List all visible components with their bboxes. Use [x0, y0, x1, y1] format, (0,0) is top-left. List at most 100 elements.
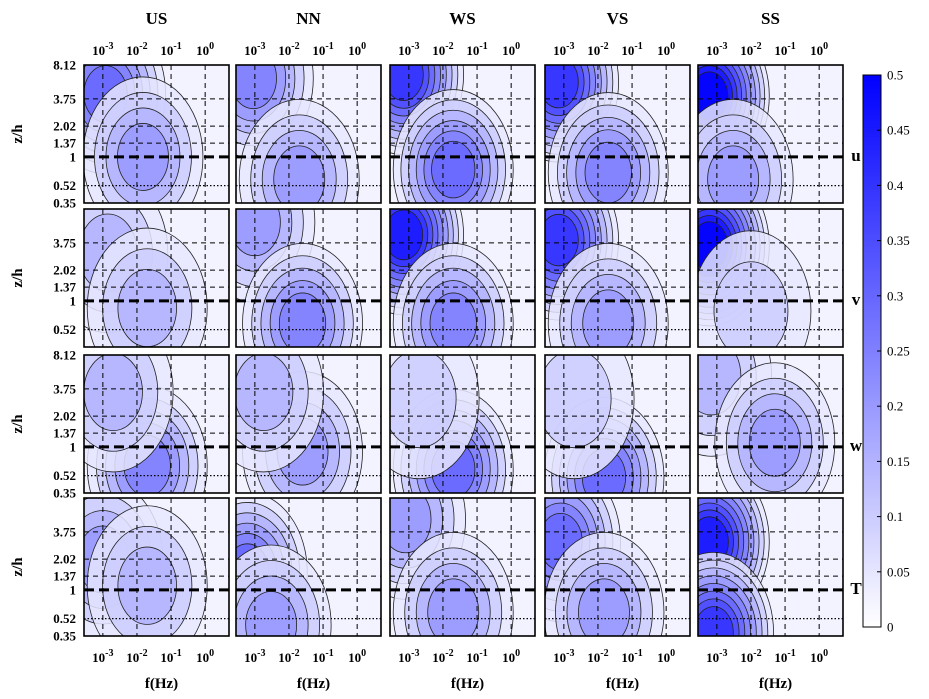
- row-label-w: w: [850, 436, 863, 455]
- colorbar-tick-label: 0.35: [887, 233, 910, 248]
- x-tick-label-bottom: 10-1: [160, 648, 181, 665]
- y-axis-label: z/h: [10, 268, 26, 288]
- x-tick-label-top: 100: [502, 41, 520, 58]
- row-label-v: v: [852, 290, 861, 309]
- colorbar-tick-label: 0.1: [887, 509, 903, 524]
- x-tick-label-bottom: 10-2: [740, 648, 761, 665]
- contour-level: [545, 65, 579, 109]
- contour-level: [545, 355, 612, 449]
- x-tick-label-bottom: 10-3: [398, 648, 419, 665]
- colorbar-tick-label: 0.25: [887, 344, 910, 359]
- x-tick-label-bottom: 10-1: [774, 648, 795, 665]
- y-tick-label: 1.37: [53, 280, 76, 295]
- y-tick-label: 3.75: [53, 381, 76, 396]
- x-axis-label: f(Hz): [759, 676, 792, 692]
- column-title-US: US: [146, 9, 168, 28]
- panel-frame: [544, 354, 691, 494]
- y-tick-label: 3.75: [53, 91, 76, 106]
- x-tick-label-top: 10-2: [278, 41, 299, 58]
- column-title-WS: WS: [449, 9, 475, 28]
- y-tick-label: 3.75: [53, 524, 76, 539]
- x-tick-label-top: 100: [657, 41, 675, 58]
- panel-frame: [697, 64, 844, 204]
- colorbar-tick-label: 0.2: [887, 399, 903, 414]
- colorbar-tick-label: 0.05: [887, 564, 910, 579]
- y-tick-label: 1: [70, 439, 77, 454]
- y-tick-label: 2.02: [53, 119, 76, 134]
- contour-level: [582, 289, 635, 347]
- panel-VS-u: [545, 65, 690, 203]
- y-tick-label: 1.37: [53, 426, 76, 441]
- panel-frame: [83, 497, 230, 637]
- y-tick-label: 2.02: [53, 552, 76, 567]
- colorbar-tick-label: 0.3: [887, 288, 903, 303]
- x-tick-label-bottom: 10-3: [553, 648, 574, 665]
- panel-frame: [235, 497, 382, 637]
- contour-level: [390, 209, 424, 261]
- contour-level: [117, 269, 177, 347]
- y-tick-label: 1: [70, 293, 77, 308]
- x-tick-label-top: 10-1: [466, 41, 487, 58]
- panel-frame: [389, 208, 536, 348]
- x-tick-label-bottom: 10-1: [466, 648, 487, 665]
- contour-level: [245, 591, 298, 636]
- contour-level: [748, 408, 801, 477]
- x-tick-label-bottom: 10-2: [278, 648, 299, 665]
- y-tick-label: 2.02: [53, 409, 76, 424]
- panel-WS-T: [390, 498, 535, 636]
- x-tick-label-bottom: 10-3: [244, 648, 265, 665]
- x-tick-label-top: 10-3: [92, 41, 113, 58]
- panel-WS-v: [390, 209, 535, 347]
- panel-frame: [83, 208, 230, 348]
- contour-level: [117, 546, 177, 625]
- panel-frame: [544, 497, 691, 637]
- x-axis-label: f(Hz): [451, 676, 484, 692]
- panel-frame: [697, 208, 844, 348]
- panel-NN-v: [236, 209, 381, 347]
- x-tick-label-top: 100: [348, 41, 366, 58]
- x-tick-label-bottom: 10-3: [92, 648, 113, 665]
- y-tick-label: 1.37: [53, 136, 76, 151]
- colorbar-tick-label: 0.45: [887, 123, 910, 138]
- x-tick-label-top: 10-3: [244, 41, 265, 58]
- x-tick-label-bottom: 10-2: [126, 648, 147, 665]
- contour-level: [584, 141, 632, 203]
- contour-level: [431, 140, 476, 199]
- panel-US-T: [84, 498, 229, 636]
- contour-level: [713, 261, 789, 347]
- column-title-SS: SS: [761, 9, 780, 28]
- x-axis-label: f(Hz): [297, 676, 330, 692]
- panel-frame: [83, 64, 230, 204]
- panel-frame: [235, 64, 382, 204]
- y-tick-label: 3.75: [53, 235, 76, 250]
- y-tick-label: 0.35: [53, 629, 76, 644]
- contour-level: [707, 145, 760, 203]
- x-tick-label-bottom: 100: [196, 648, 214, 665]
- x-tick-label-top: 10-1: [774, 41, 795, 58]
- contour-level: [236, 355, 294, 431]
- x-tick-label-bottom: 100: [502, 648, 520, 665]
- panel-US-u: [84, 65, 229, 203]
- x-tick-label-top: 10-3: [553, 41, 574, 58]
- colorbar-tick-label: 0.5: [887, 68, 903, 83]
- x-tick-label-bottom: 10-3: [706, 648, 727, 665]
- panel-NN-T: [236, 498, 381, 636]
- x-tick-label-top: 10-1: [312, 41, 333, 58]
- x-tick-label-top: 100: [810, 41, 828, 58]
- y-tick-label: 1: [70, 582, 77, 597]
- panel-frame: [389, 497, 536, 637]
- x-tick-label-bottom: 10-1: [312, 648, 333, 665]
- x-tick-label-bottom: 10-2: [432, 648, 453, 665]
- y-tick-label: 8.12: [53, 348, 76, 363]
- column-title-NN: NN: [296, 9, 321, 28]
- x-tick-label-bottom: 10-1: [621, 648, 642, 665]
- y-axis-label: z/h: [10, 124, 26, 144]
- row-label-u: u: [851, 146, 860, 165]
- panel-frame: [83, 354, 230, 494]
- panel-WS-u: [390, 65, 535, 203]
- x-tick-label-bottom: 100: [657, 648, 675, 665]
- x-tick-label-bottom: 100: [810, 648, 828, 665]
- contour-level: [84, 355, 143, 431]
- contour-level: [390, 65, 424, 101]
